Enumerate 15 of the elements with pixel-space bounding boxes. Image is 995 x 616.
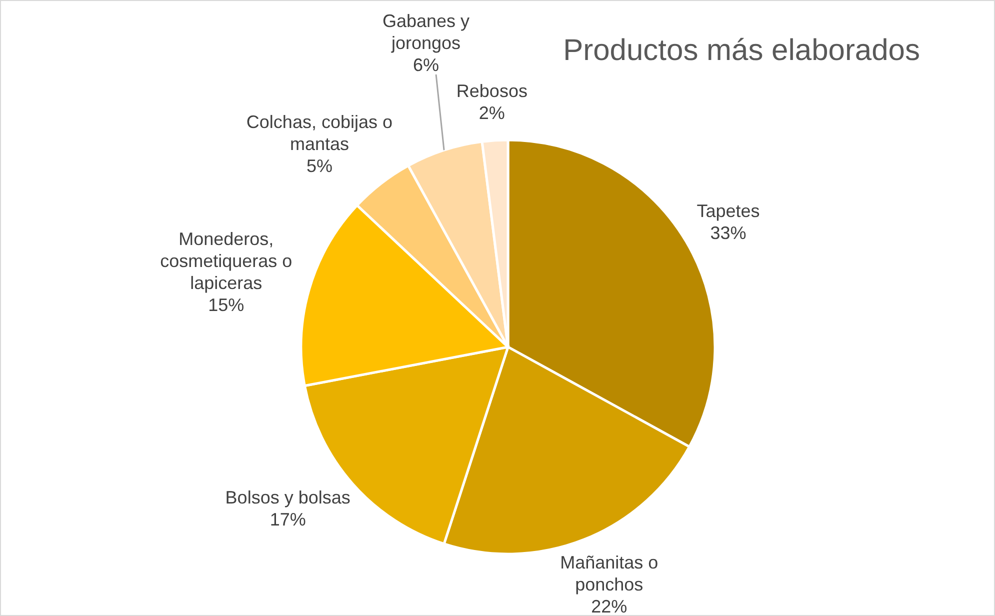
slice-label: Rebosos (456, 80, 528, 101)
slice-label: Bolsos y bolsas (225, 488, 350, 508)
slice-label: Monederos, cosmetiqueras o lapiceras (160, 229, 292, 294)
data-label: 6% (413, 54, 440, 75)
data-label: 17% (270, 510, 306, 530)
data-label: 15% (208, 295, 244, 316)
text: Productos más elaborados (563, 34, 920, 67)
data-label: 5% (306, 156, 332, 176)
slice-label: Mañanitas o ponchos (560, 552, 658, 595)
slice-label: Gabanes y jorongos (382, 10, 470, 53)
slice-label: Tapetes (696, 200, 760, 221)
data-label: 2% (478, 102, 505, 123)
slice-label: Colchas, cobijas o mantas (246, 112, 393, 154)
data-label: 22% (591, 596, 628, 616)
data-label: 33% (710, 222, 746, 243)
